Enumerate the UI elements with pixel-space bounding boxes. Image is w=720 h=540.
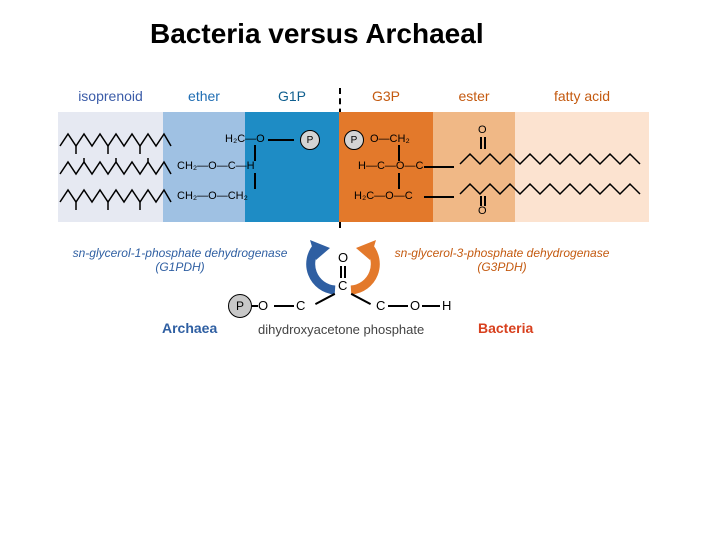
dhap-b3: [274, 305, 294, 307]
dhap-O-l: O: [258, 298, 268, 313]
dhap-C: C: [338, 278, 347, 293]
bond-l-v1: [254, 145, 256, 161]
bond-r2: [424, 196, 454, 198]
label-isoprenoid: isoprenoid: [58, 88, 163, 104]
label-g3p: G3P: [339, 88, 433, 104]
dhap-C3: C: [376, 298, 385, 313]
dhap-b4: [388, 305, 408, 307]
dhap-O-r: O: [410, 298, 420, 313]
ester-O2: O: [478, 205, 487, 217]
dhap-b6: [252, 305, 258, 307]
dhap-dbl-a: [340, 266, 342, 278]
band-g1p: [245, 112, 339, 222]
enzyme-g1pdh-line2: (G1PDH): [155, 260, 204, 274]
phosphate-left: P: [300, 130, 320, 150]
chem-left-row1: H₂C—O: [225, 133, 265, 145]
dhap-O-top: O: [338, 250, 348, 265]
chem-right-row2: H—C—O—C: [358, 160, 423, 172]
chem-right-row3: H₂C—O—C: [354, 190, 413, 202]
fatty-chain-bot: [458, 180, 648, 200]
isoprenoid-chain-mid: [58, 158, 173, 182]
page-title: Bacteria versus Archaeal: [150, 18, 484, 50]
bond-l1: [268, 139, 294, 141]
dhap-dbl-b: [344, 266, 346, 278]
bond-r-v2: [398, 173, 400, 189]
phosphate-right: P: [344, 130, 364, 150]
enzyme-g3pdh: sn-glycerol-3-phosphate dehydrogenase (G…: [382, 246, 622, 275]
enzyme-g3pdh-line2: (G3PDH): [477, 260, 526, 274]
domain-bacteria: Bacteria: [478, 320, 533, 336]
isoprenoid-chain-bot: [58, 186, 173, 210]
dhap-phosphate: P: [228, 294, 252, 318]
dbl1a: [480, 137, 482, 149]
bond-l-v2: [254, 173, 256, 189]
chem-left-row3: CH₂—O—CH₂: [177, 190, 248, 202]
label-g1p: G1P: [245, 88, 339, 104]
bond-r1: [424, 166, 454, 168]
dhap-b5: [422, 305, 440, 307]
fatty-chain-top: [458, 150, 648, 170]
bond-r-v1: [398, 145, 400, 161]
label-ether: ether: [163, 88, 245, 104]
label-fattyacid: fatty acid: [515, 88, 649, 104]
chem-right-row1: O—CH₂: [370, 133, 410, 145]
dbl1b: [484, 137, 486, 149]
dhap-label: dihydroxyacetone phosphate: [258, 322, 424, 337]
isoprenoid-chain-top: [58, 130, 173, 154]
domain-archaea: Archaea: [162, 320, 217, 336]
dhap-C2: C: [296, 298, 305, 313]
ester-O1: O: [478, 124, 487, 136]
dhap-H: H: [442, 298, 451, 313]
enzyme-g1pdh-line1: sn-glycerol-1-phosphate dehydrogenase: [73, 246, 288, 260]
chem-left-row2: CH₂—O—C—H: [177, 160, 255, 172]
enzyme-g3pdh-line1: sn-glycerol-3-phosphate dehydrogenase: [395, 246, 610, 260]
label-ester: ester: [433, 88, 515, 104]
enzyme-g1pdh: sn-glycerol-1-phosphate dehydrogenase (G…: [60, 246, 300, 275]
